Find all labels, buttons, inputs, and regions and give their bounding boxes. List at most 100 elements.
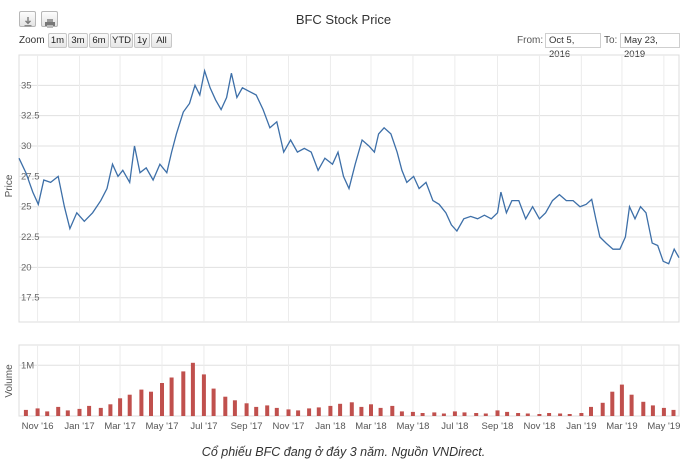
volume-bar [149,391,153,416]
volume-bar [108,404,113,416]
volume-bar [160,383,164,416]
zoom-all-button[interactable]: All [151,33,172,48]
volume-bar [223,396,228,416]
volume-bar [390,405,395,416]
volume-bar [118,398,123,417]
x-tick-label: Nov '17 [273,421,305,432]
x-tick-label: Nov '16 [22,421,54,432]
download-icon [24,14,32,27]
zoom-label: Zoom [19,35,45,46]
figure-caption: Cổ phiếu BFC đang ở đáy 3 năm. Nguồn VND… [201,445,486,459]
volume-bar [537,414,542,416]
volume-bar [629,394,634,416]
volume-bar [286,409,291,416]
volume-bar [23,409,28,416]
price-tick-label: 30 [21,141,32,152]
x-tick-label: May '19 [647,421,680,432]
volume-bar [589,406,593,416]
volume-bar [359,406,364,416]
volume-bar [661,407,666,416]
volume-bar [452,411,457,416]
price-tick-label: 20 [21,262,32,273]
volume-bar [547,413,552,416]
volume-bar [619,384,624,416]
volume-bar [516,413,521,416]
volume-bar [328,405,333,416]
x-tick-label: Mar '18 [355,421,386,432]
volume-bar [65,410,70,416]
x-tick-label: Jan '18 [315,421,345,432]
volume-tick-label: 1M [21,360,34,371]
zoom-6m-button[interactable]: 6m [89,33,109,48]
volume-grid [18,344,680,417]
volume-bar [98,407,103,416]
volume-bar [35,408,40,416]
volume-bar [244,403,249,416]
chart-plot-area: 17.5 20 22.5 25 27.5 30 32.5 35 Price 1M Volume… [4,54,680,432]
volume-bar [169,377,174,416]
price-panel-frame [18,54,680,323]
price-tick-label: 35 [21,80,32,91]
zoom-3m-button[interactable]: 3m [68,33,88,48]
volume-bar [567,414,572,416]
price-series-line [18,68,680,265]
to-label: To: [604,35,618,46]
volume-bar [77,408,82,416]
volume-bar [265,405,270,416]
print-button[interactable] [41,11,58,28]
volume-bar [671,409,676,416]
x-tick-label: Mar '17 [104,421,135,432]
x-tick-label: Jan '17 [64,421,94,432]
volume-bar [610,391,615,416]
volume-bar [254,406,259,416]
chart-title: BFC Stock Price [295,12,392,27]
x-tick-label: Sep '18 [482,421,514,432]
stock-chart: BFC Stock Price Zoom 1m 3m 6m YTD 1y All… [4,11,680,432]
volume-bar [483,413,488,416]
volume-bar [600,402,605,416]
volume-bar [650,405,655,416]
volume-bar [201,374,206,416]
zoom-ytd-button[interactable]: YTD [110,33,133,48]
x-tick-label: Mar '19 [606,421,637,432]
volume-axis-label: Volume [4,364,15,398]
volume-bar [190,362,195,417]
volume-bar [558,413,563,416]
volume-bar [181,371,186,416]
price-tick-label: 32.5 [21,111,40,122]
price-axis-label: Price [4,174,15,197]
volume-bar [462,412,467,416]
volume-bar [399,411,404,416]
volume-bar [378,407,383,416]
price-grid [18,54,680,323]
volume-bar [338,403,343,416]
print-icon [45,15,55,28]
zoom-1m-button[interactable]: 1m [48,33,67,48]
volume-bar [495,410,500,416]
x-tick-label: May '18 [396,421,429,432]
volume-panel-frame [18,344,680,417]
volume-bar [369,404,373,416]
x-tick-label: Sep '17 [231,421,263,432]
volume-bar [432,412,437,416]
volume-bar [274,407,279,416]
volume-bar [420,413,425,416]
volume-bar [525,413,530,416]
volume-bar [211,388,216,416]
price-tick-label: 25 [21,202,32,213]
volume-bar [232,400,237,416]
x-tick-label: Jul '18 [441,421,468,432]
volume-bar [410,411,415,416]
download-button[interactable] [19,11,36,27]
from-label: From: [517,35,544,46]
volume-y-axis: 1M [21,360,34,371]
x-tick-label: Jul '17 [190,421,217,432]
x-tick-label: Jan '19 [566,421,596,432]
volume-bar [307,408,312,416]
zoom-1y-button[interactable]: 1y [134,33,150,48]
volume-bar [349,402,354,416]
price-tick-label: 17.5 [21,293,40,304]
volume-bar [579,413,584,416]
volume-bar [316,407,321,416]
volume-bar [127,394,132,416]
